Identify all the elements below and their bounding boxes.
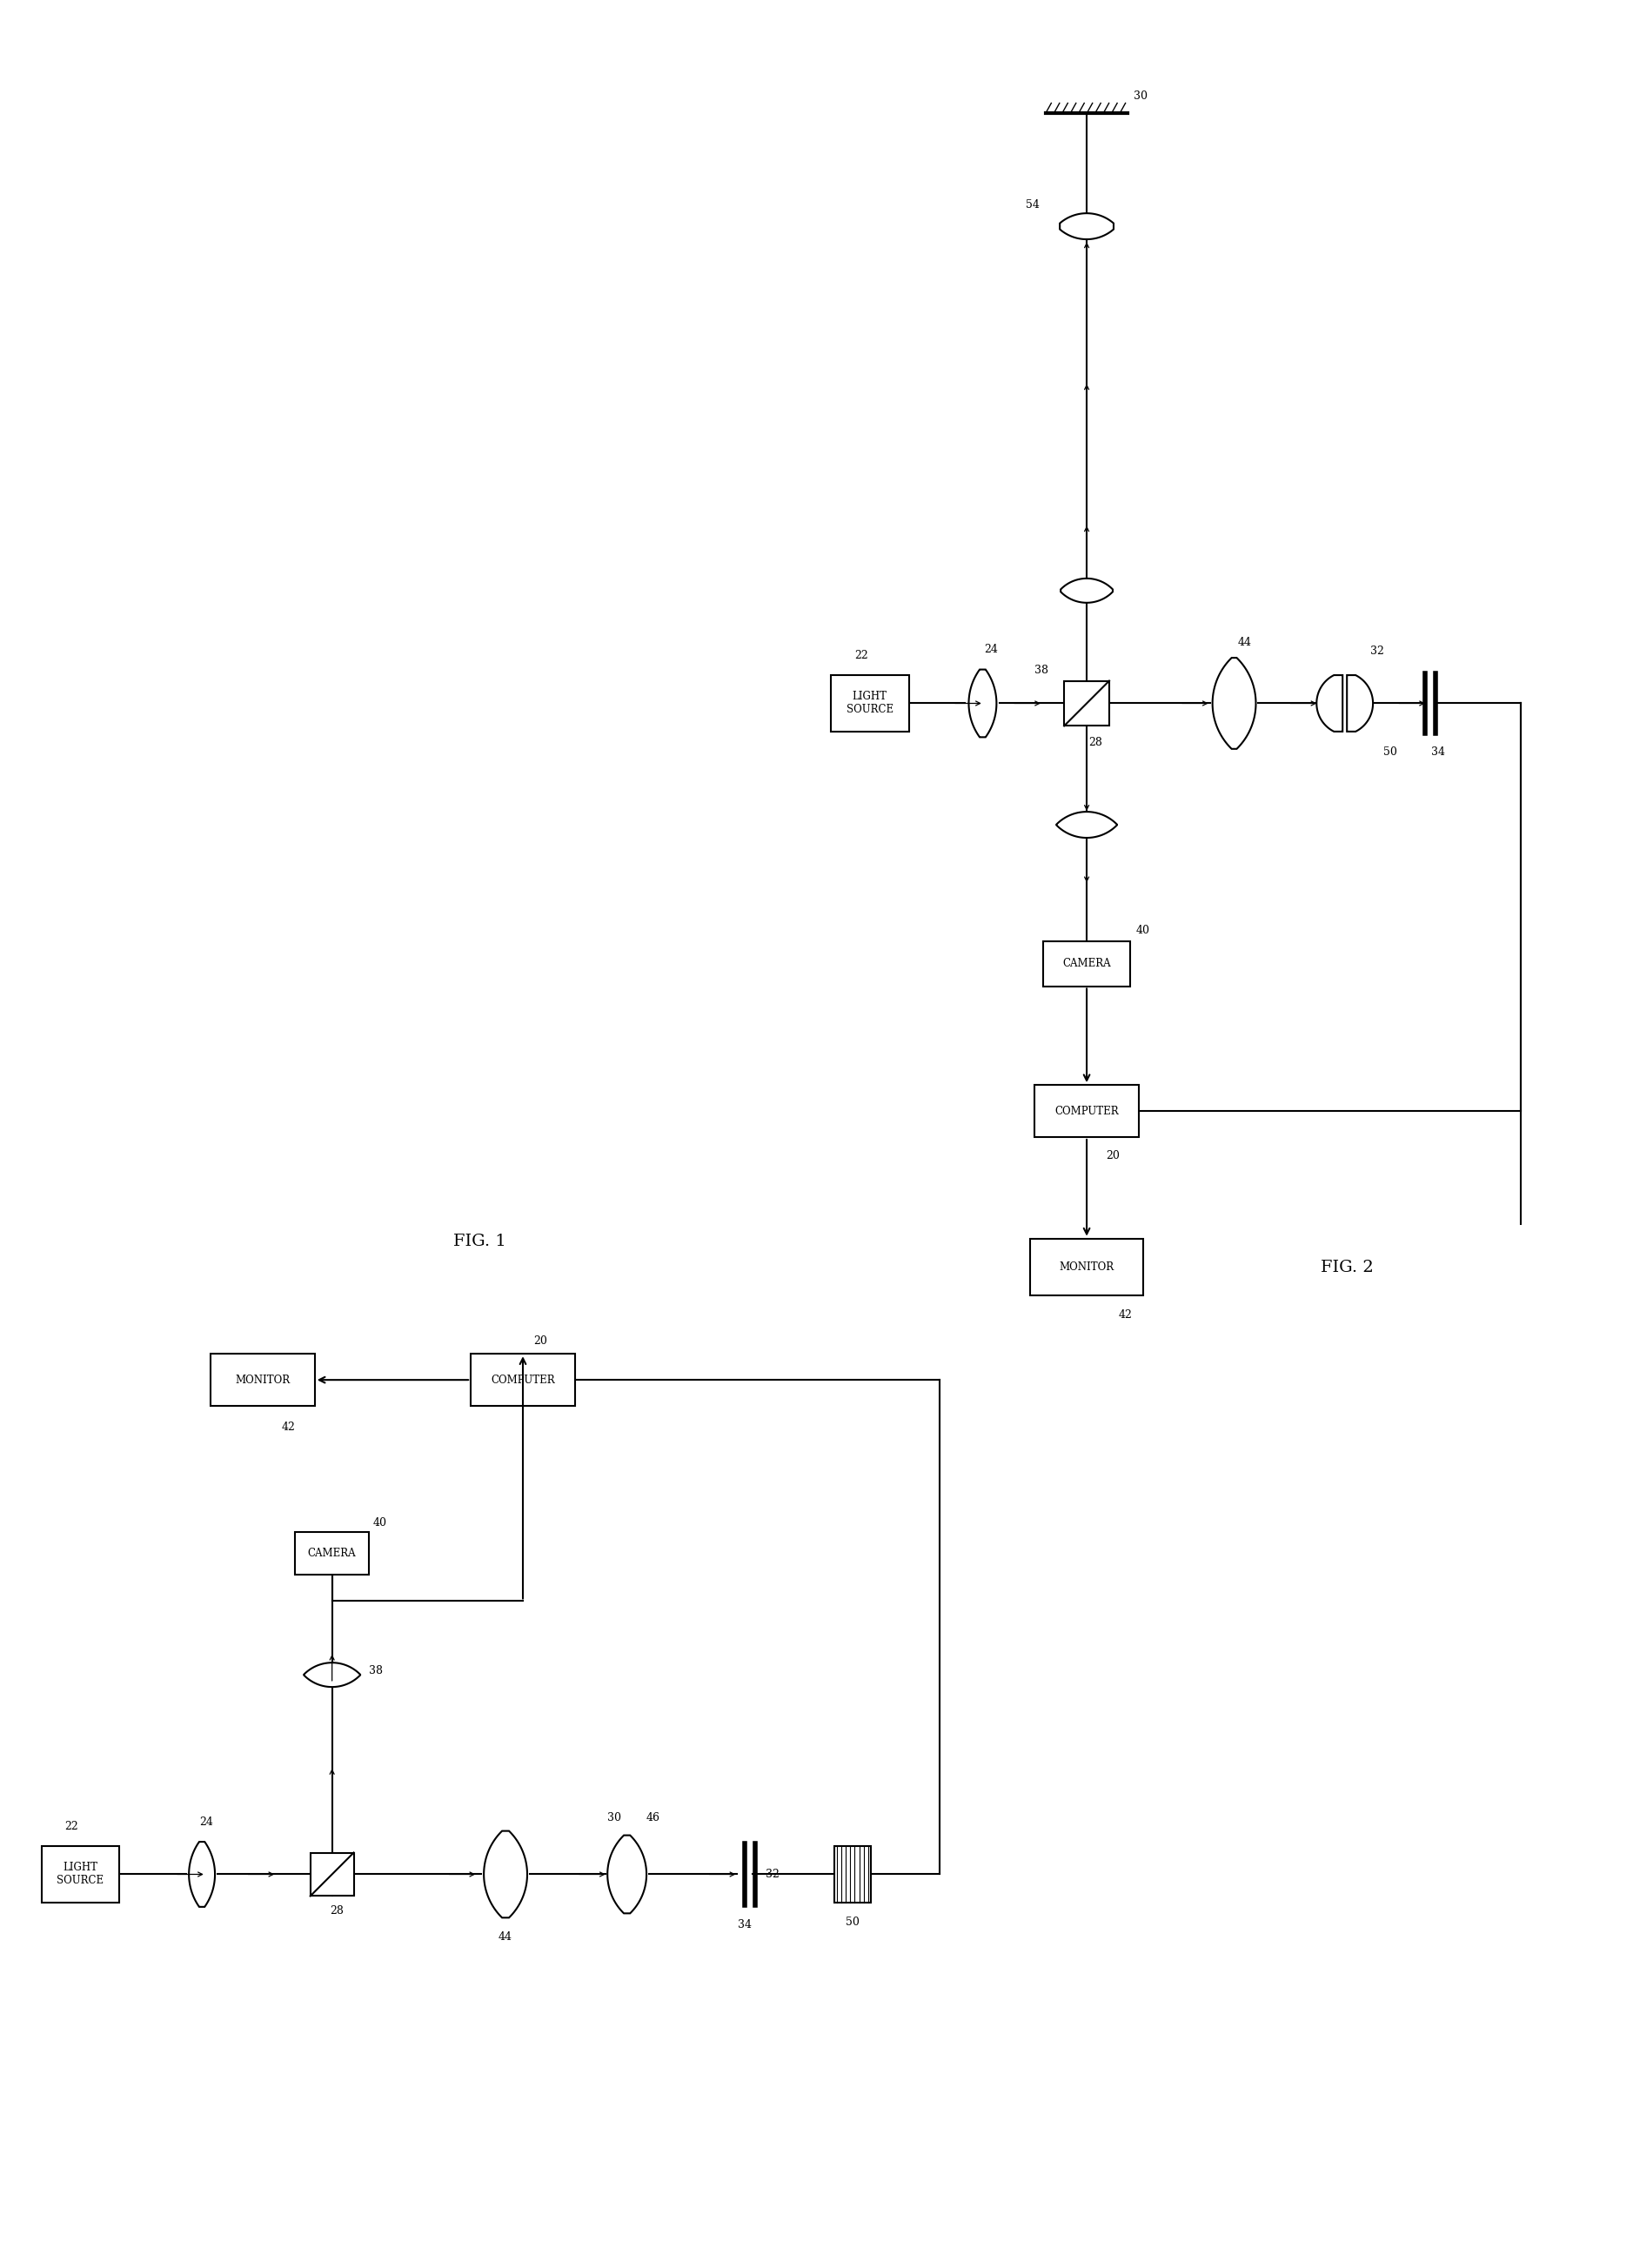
Text: FIG. 2: FIG. 2: [1321, 1259, 1373, 1275]
Text: LIGHT
SOURCE: LIGHT SOURCE: [57, 1862, 105, 1887]
Polygon shape: [1057, 812, 1117, 837]
Bar: [296, 1531, 369, 1574]
Bar: [834, 1846, 870, 1903]
Text: 24: 24: [985, 644, 998, 655]
Text: 34: 34: [1431, 746, 1445, 758]
Bar: [310, 1853, 354, 1896]
Text: 32: 32: [766, 1869, 779, 1880]
Text: 22: 22: [854, 651, 869, 662]
Text: 20: 20: [534, 1336, 547, 1347]
Polygon shape: [1316, 676, 1342, 733]
Bar: [1035, 1084, 1138, 1136]
Text: 46: 46: [647, 1812, 660, 1823]
Polygon shape: [1061, 578, 1112, 603]
Bar: [211, 1354, 315, 1406]
Polygon shape: [1212, 658, 1256, 748]
Text: MONITOR: MONITOR: [235, 1374, 291, 1386]
Polygon shape: [189, 1842, 216, 1907]
Text: COMPUTER: COMPUTER: [1055, 1105, 1119, 1116]
Text: 40: 40: [1137, 925, 1150, 937]
Polygon shape: [483, 1830, 527, 1919]
Text: 20: 20: [1106, 1150, 1120, 1161]
Bar: [1065, 680, 1109, 726]
Text: 44: 44: [498, 1930, 513, 1941]
Polygon shape: [1347, 676, 1373, 733]
Bar: [831, 676, 910, 733]
Text: 28: 28: [330, 1905, 343, 1916]
Text: 28: 28: [1089, 737, 1102, 748]
Text: 40: 40: [372, 1517, 387, 1529]
Text: 30: 30: [1133, 91, 1148, 102]
Polygon shape: [1060, 213, 1114, 240]
Polygon shape: [607, 1835, 647, 1914]
Text: 32: 32: [1370, 646, 1385, 658]
Text: 50: 50: [1383, 746, 1398, 758]
Text: 30: 30: [607, 1812, 621, 1823]
Text: 42: 42: [1119, 1309, 1133, 1320]
Text: 44: 44: [1238, 637, 1251, 649]
Text: 38: 38: [1035, 665, 1048, 676]
Text: CAMERA: CAMERA: [309, 1547, 356, 1558]
Text: 42: 42: [283, 1422, 296, 1433]
Polygon shape: [304, 1662, 361, 1687]
Polygon shape: [968, 669, 996, 737]
Text: 50: 50: [846, 1916, 859, 1928]
Bar: [41, 1846, 119, 1903]
Bar: [470, 1354, 575, 1406]
Text: 54: 54: [1026, 200, 1040, 211]
Text: CAMERA: CAMERA: [1063, 957, 1110, 968]
Text: 38: 38: [369, 1665, 382, 1676]
Text: FIG. 1: FIG. 1: [452, 1234, 506, 1250]
Text: MONITOR: MONITOR: [1060, 1261, 1114, 1272]
Text: 24: 24: [199, 1817, 214, 1828]
Bar: [1030, 1238, 1143, 1295]
Bar: [1043, 941, 1130, 987]
Text: LIGHT
SOURCE: LIGHT SOURCE: [846, 692, 893, 714]
Text: COMPUTER: COMPUTER: [492, 1374, 555, 1386]
Text: 22: 22: [65, 1821, 78, 1833]
Text: 34: 34: [738, 1919, 751, 1930]
